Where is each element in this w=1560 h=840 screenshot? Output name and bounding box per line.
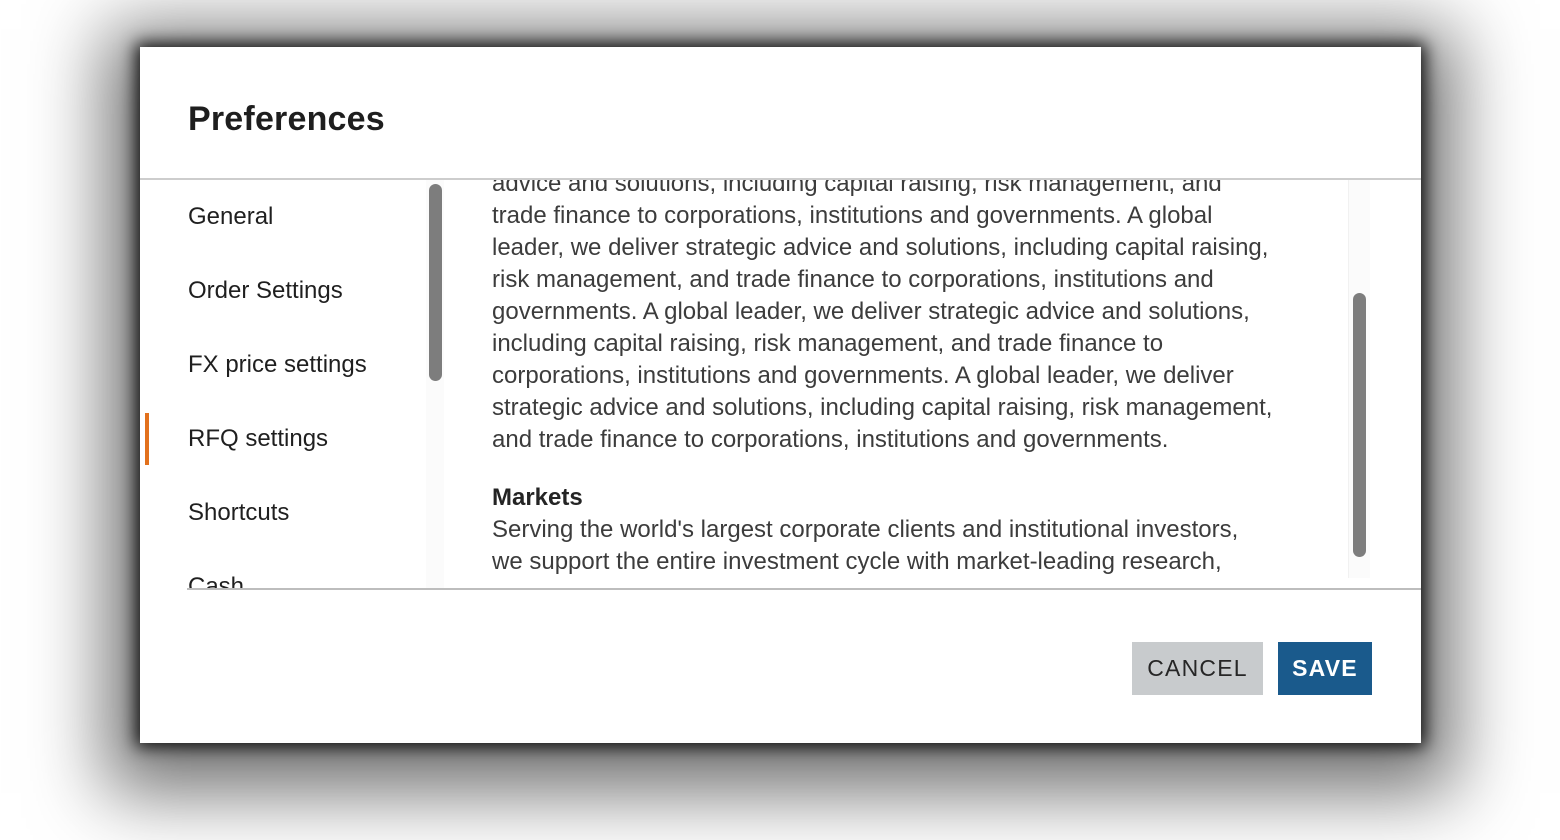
sidebar-item-label: Order Settings — [188, 277, 343, 304]
markets-body-line-clipped: we support the entire investment cycle w… — [492, 548, 1222, 575]
markets-heading: Markets — [492, 484, 583, 511]
cancel-button[interactable]: CANCEL — [1132, 642, 1263, 695]
settings-sidebar: General Order Settings FX price settings… — [140, 180, 428, 588]
footer-divider — [187, 588, 1421, 590]
sidebar-item-label: FX price settings — [188, 351, 367, 378]
sidebar-item-order-settings[interactable]: Order Settings — [140, 265, 428, 317]
markets-body-line: Serving the world's largest corporate cl… — [492, 516, 1239, 543]
sidebar-item-label: Shortcuts — [188, 499, 290, 526]
sidebar-item-label: Cash — [188, 573, 245, 588]
sidebar-item-general[interactable]: General — [140, 191, 428, 243]
content-scroll-area: advice and solutions, including capital … — [492, 180, 1282, 578]
sidebar-item-label: RFQ settings — [188, 425, 329, 452]
content-scrollbar-thumb[interactable] — [1353, 293, 1366, 557]
about-paragraph: advice and solutions, including capital … — [492, 180, 1273, 453]
dialog-title: Preferences — [188, 100, 385, 138]
sidebar-item-rfq-settings[interactable]: RFQ settings — [140, 413, 428, 465]
sidebar-item-fx-price-settings[interactable]: FX price settings — [140, 339, 428, 391]
dialog-footer: CANCEL SAVE — [1132, 642, 1372, 695]
sidebar-scrollbar-thumb[interactable] — [429, 184, 442, 381]
active-indicator — [145, 413, 149, 465]
sidebar-item-cash[interactable]: Cash — [140, 561, 428, 588]
settings-content-pane[interactable]: advice and solutions, including capital … — [492, 180, 1286, 588]
sidebar-item-shortcuts[interactable]: Shortcuts — [140, 487, 428, 539]
markets-section: Markets Serving the world's largest corp… — [492, 482, 1282, 578]
save-button[interactable]: SAVE — [1278, 642, 1372, 695]
header-divider — [140, 178, 1421, 180]
sidebar-item-label: General — [188, 203, 274, 230]
preferences-dialog: Preferences General Order Settings FX pr… — [140, 47, 1421, 743]
